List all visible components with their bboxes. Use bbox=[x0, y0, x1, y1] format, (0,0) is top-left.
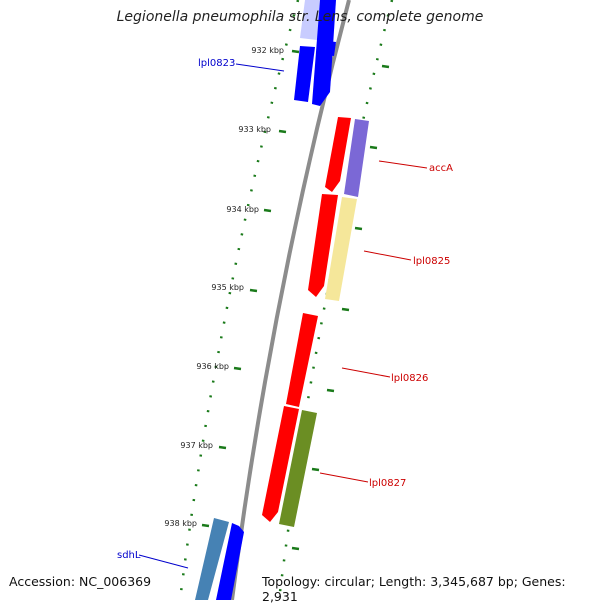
gene-lpl0826-arrow[interactable] bbox=[286, 313, 318, 407]
leader-lpl0823 bbox=[235, 63, 285, 72]
forward-genes bbox=[195, 0, 336, 600]
gene-lpl0823-cog-bar[interactable] bbox=[300, 0, 323, 40]
tick-label-936: 936 kbp bbox=[196, 362, 229, 371]
gene-lpl0823-arrow-left[interactable] bbox=[294, 46, 315, 102]
leader-sdhL bbox=[138, 554, 189, 569]
leader-lpl0827 bbox=[319, 472, 369, 483]
gene-accA-arrow[interactable] bbox=[325, 117, 351, 192]
gene-sdhL-cog-bar[interactable] bbox=[195, 518, 229, 600]
leader-lpl0825 bbox=[363, 250, 412, 261]
gene-label-lpl0826[interactable]: lpl0826 bbox=[391, 373, 428, 384]
leader-accA bbox=[378, 160, 428, 169]
outer-track-ticks bbox=[291, 64, 390, 551]
leader-lpl0826 bbox=[341, 367, 391, 378]
gene-lpl0825-arrow[interactable] bbox=[308, 194, 338, 297]
genome-title: Legionella pneumophila str. Lens, comple… bbox=[116, 9, 484, 25]
kbp-tick-marks bbox=[201, 49, 300, 528]
gene-lpl0825-cog-bar[interactable] bbox=[325, 197, 357, 301]
gene-lpl0827-arrow[interactable] bbox=[262, 406, 299, 522]
gene-label-lpl0827[interactable]: lpl0827 bbox=[369, 478, 406, 489]
gene-sdhL-arrow[interactable] bbox=[216, 523, 244, 600]
gene-lpl0827-cog-bar[interactable] bbox=[279, 410, 317, 527]
gene-label-lpl0825[interactable]: lpl0825 bbox=[413, 256, 450, 267]
gene-label-accA[interactable]: accA bbox=[429, 163, 453, 174]
reverse-genes bbox=[262, 117, 369, 527]
tick-label-935: 935 kbp bbox=[211, 283, 244, 292]
gene-accA-cog-bar[interactable] bbox=[344, 119, 369, 197]
gene-lpl0823-arrow-right-top[interactable] bbox=[316, 40, 336, 56]
tick-label-932: 932 kbp bbox=[251, 46, 284, 55]
accession-text: Accession: NC_006369 bbox=[9, 574, 152, 589]
tick-label-933: 933 kbp bbox=[238, 125, 271, 134]
gene-label-sdhL[interactable]: sdhL bbox=[117, 550, 141, 561]
tick-label-938: 938 kbp bbox=[164, 519, 197, 528]
gene-label-lpl0823[interactable]: lpl0823 bbox=[198, 58, 235, 69]
tick-label-934: 934 kbp bbox=[226, 205, 259, 214]
tick-label-937: 937 kbp bbox=[180, 441, 213, 450]
